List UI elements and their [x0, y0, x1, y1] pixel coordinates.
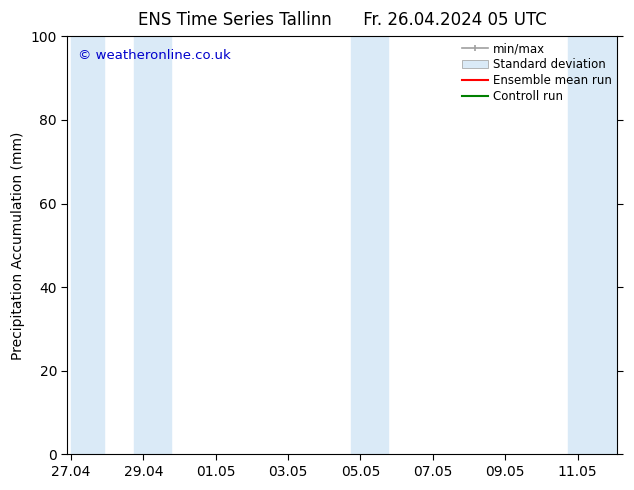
- Text: © weatheronline.co.uk: © weatheronline.co.uk: [79, 49, 231, 62]
- Bar: [351, 36, 387, 454]
- Legend: min/max, Standard deviation, Ensemble mean run, Controll run: min/max, Standard deviation, Ensemble me…: [460, 40, 614, 105]
- Y-axis label: Precipitation Accumulation (mm): Precipitation Accumulation (mm): [11, 131, 25, 360]
- Bar: [569, 36, 618, 454]
- Bar: [71, 36, 103, 454]
- Bar: [134, 36, 171, 454]
- Title: ENS Time Series Tallinn      Fr. 26.04.2024 05 UTC: ENS Time Series Tallinn Fr. 26.04.2024 0…: [138, 11, 547, 29]
